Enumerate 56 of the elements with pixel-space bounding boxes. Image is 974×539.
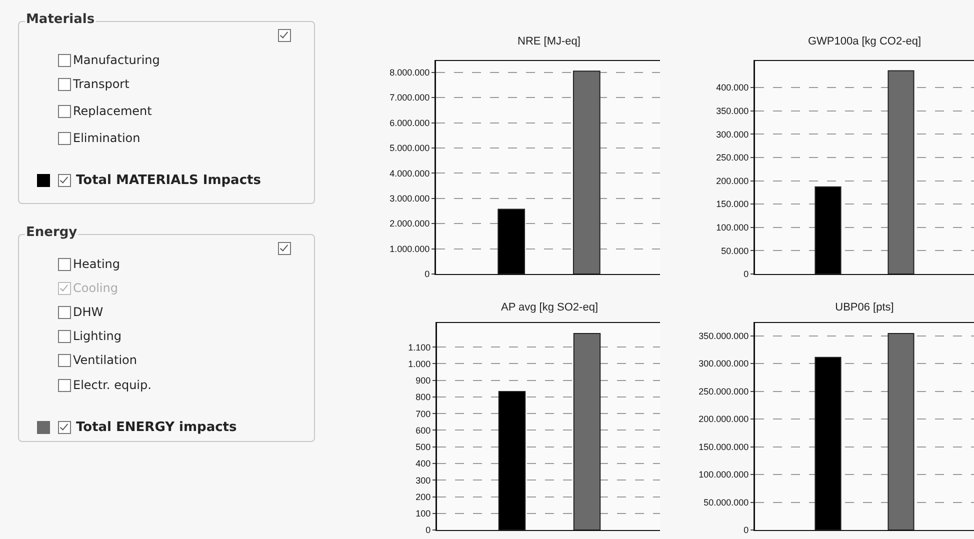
y-tick-label: 4.000.000	[390, 168, 430, 178]
y-tick-label: 100.000	[716, 222, 749, 233]
y-tick-label: 250.000	[716, 152, 749, 163]
text: Replacement	[73, 104, 152, 118]
y-tick-label: 1.000	[408, 358, 431, 369]
y-tick-label: 200.000.000	[698, 414, 749, 424]
y-tick-label: 200.000	[716, 176, 749, 186]
chart-title: UBP06 [pts]	[835, 301, 894, 314]
y-tick-label: 300	[416, 475, 431, 486]
y-tick-label: 0	[744, 525, 749, 536]
text: Materials	[25, 12, 96, 27]
chart-title: GWP100a [kg CO2-eq]	[808, 35, 922, 48]
y-tick-label: 350.000.000	[698, 330, 749, 341]
y-tick-label: 5.000.000	[390, 143, 430, 154]
y-tick-label: 300.000.000	[698, 358, 749, 369]
text: Transport	[73, 77, 130, 91]
text: Electr. equip.	[73, 378, 152, 392]
y-tick-label: 8.000.000	[390, 67, 430, 78]
y-tick-label: 1.100	[408, 342, 431, 352]
y-tick-label: 700	[416, 408, 431, 419]
y-tick-label: 6.000.000	[390, 118, 430, 128]
text: DHW	[73, 305, 104, 319]
y-tick-label: 400.000	[716, 82, 749, 93]
text: Heating	[73, 257, 120, 271]
y-tick-label: 600	[416, 425, 431, 436]
text: Elimination	[73, 131, 140, 145]
y-tick-label: 3.000.000	[390, 194, 430, 204]
y-tick-label: 200	[416, 492, 431, 502]
y-tick-label: 0	[426, 525, 431, 536]
text: Lighting	[73, 329, 122, 343]
y-tick-label: 2.000.000	[390, 218, 430, 229]
y-tick-label: 150.000.000	[698, 442, 749, 452]
y-tick-label: 0	[744, 269, 749, 280]
text: Ventilation	[73, 353, 137, 367]
text: Total MATERIALS Impacts	[76, 173, 261, 188]
y-tick-label: 100.000.000	[698, 470, 749, 480]
y-tick-label: 500	[416, 442, 431, 452]
y-tick-label: 350.000	[716, 106, 749, 116]
text: Manufacturing	[73, 53, 160, 67]
y-tick-label: 150.000	[716, 199, 749, 210]
y-tick-label: 400	[416, 458, 431, 469]
text: Cooling	[73, 281, 118, 295]
chart-title: NRE [MJ-eq]	[518, 35, 580, 48]
y-tick-label: 300.000	[716, 129, 749, 140]
y-tick-label: 100	[416, 508, 431, 519]
y-tick-label: 7.000.000	[390, 92, 430, 103]
y-tick-label: 0	[424, 269, 430, 280]
y-tick-label: 900	[416, 376, 431, 386]
y-tick-label: 800	[416, 392, 431, 402]
chart-title: AP avg [kg SO2-eq]	[500, 301, 598, 314]
y-tick-label: 250.000.000	[698, 386, 749, 396]
y-tick-label: 1.000.000	[390, 244, 430, 254]
y-tick-label: 50.000	[721, 246, 749, 256]
text: Energy	[25, 225, 78, 240]
text: Total ENERGY impacts	[76, 420, 237, 435]
y-tick-label: 50.000.000	[704, 497, 749, 508]
